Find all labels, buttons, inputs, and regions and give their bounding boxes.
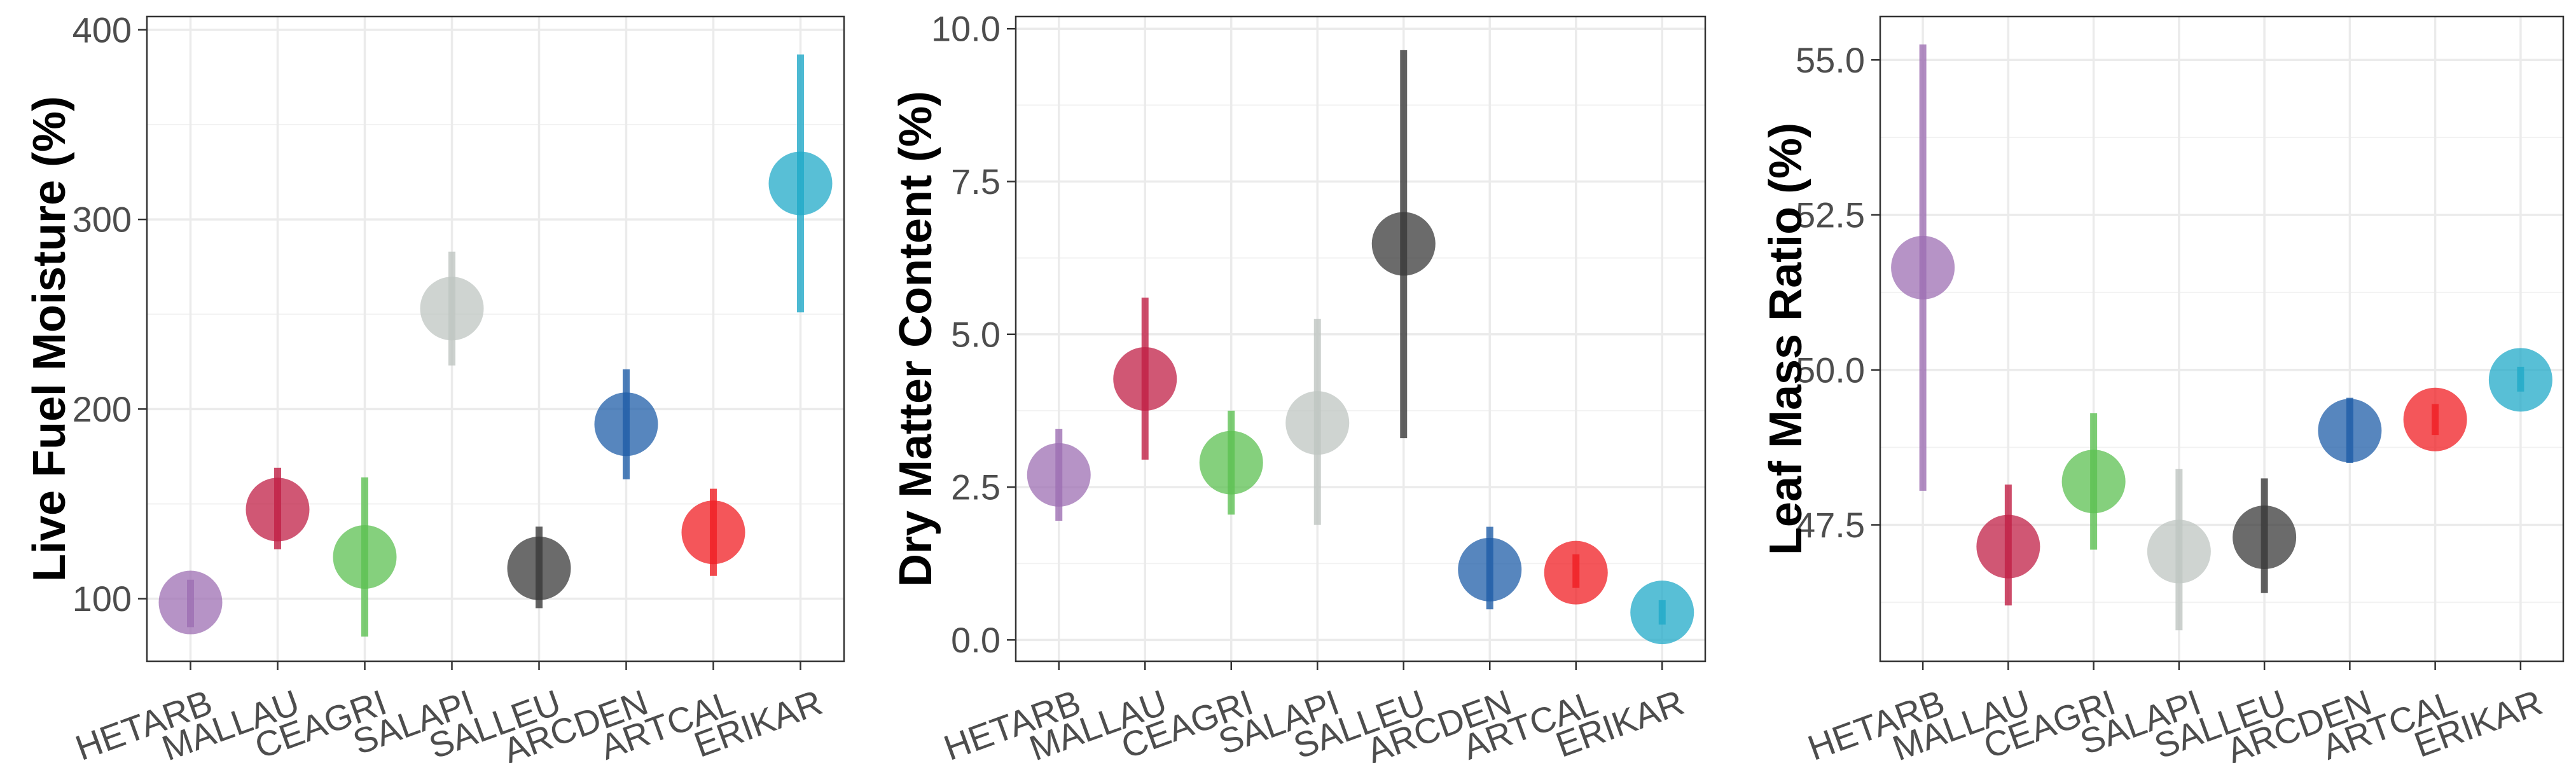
point-salapi (1285, 391, 1350, 455)
y-axis-title: Live Fuel Moisture (%) (24, 96, 75, 582)
point-arcden (594, 392, 658, 457)
point-salapi (2147, 519, 2211, 584)
point-hetarb (158, 570, 223, 635)
panel-border (1879, 15, 2565, 663)
point-hetarb (1027, 443, 1091, 507)
panel-border (146, 15, 845, 663)
y-tick-label: 10.0 (931, 9, 1001, 49)
point-arcden (2318, 399, 2382, 463)
point-ceagri (2061, 450, 2126, 514)
panel-border (1014, 15, 1707, 663)
point-ceagri (333, 525, 397, 589)
dry-matter-content-panel: 0.02.55.07.510.0HETARBMALLAUCEAGRISALAPI… (890, 9, 1707, 763)
y-tick-label: 100 (73, 579, 132, 619)
point-ceagri (1199, 430, 1263, 495)
point-salleu (2233, 505, 2297, 569)
y-tick-label: 400 (73, 10, 132, 50)
y-tick-label: 50.0 (1796, 350, 1865, 390)
y-tick-label: 0.0 (951, 620, 1001, 660)
point-salleu (1371, 212, 1436, 276)
y-tick-label: 2.5 (951, 467, 1001, 507)
y-tick-label: 47.5 (1796, 505, 1865, 545)
point-mallau (246, 478, 310, 542)
y-tick-label: 52.5 (1796, 195, 1865, 235)
point-hetarb (1891, 235, 1955, 299)
y-tick-label: 7.5 (951, 162, 1001, 202)
point-erikar (1630, 581, 1694, 645)
point-erikar (2488, 348, 2552, 412)
point-mallau (1113, 347, 1177, 411)
y-axis-title: Dry Matter Content (%) (890, 91, 941, 587)
point-artcal (681, 500, 745, 565)
point-arcden (1458, 537, 1522, 601)
live-fuel-moisture-panel: 100200300400HETARBMALLAUCEAGRISALAPISALL… (24, 10, 845, 763)
point-erikar (768, 151, 833, 216)
point-mallau (1976, 514, 2040, 579)
y-axis-title: Leaf Mass Ratio (%) (1761, 123, 1811, 555)
y-tick-label: 5.0 (951, 314, 1001, 354)
point-artcal (2403, 387, 2467, 451)
point-artcal (1544, 540, 1608, 605)
point-salleu (507, 536, 571, 600)
leaf-mass-ratio-panel: 47.550.052.555.0HETARBMALLAUCEAGRISALAPI… (1761, 15, 2565, 763)
y-tick-label: 200 (73, 389, 132, 429)
y-tick-label: 55.0 (1796, 40, 1865, 80)
point-salapi (420, 277, 484, 341)
y-tick-label: 300 (73, 200, 132, 240)
